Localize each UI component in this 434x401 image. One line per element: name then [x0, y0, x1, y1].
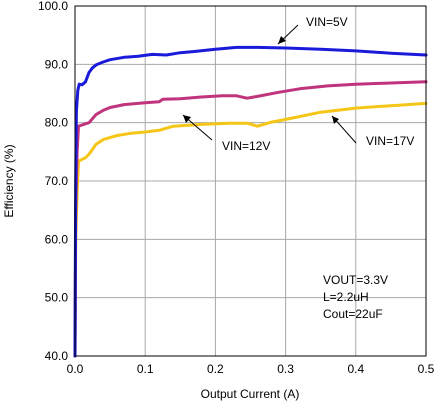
y-tick-label: 90.0: [45, 57, 69, 71]
x-tick-label: 0.5: [418, 362, 434, 376]
condition-vout: VOUT=3.3V: [323, 273, 388, 287]
series-line-vin-12v: [73, 80, 428, 358]
y-tick-label: 60.0: [45, 232, 69, 246]
vin17-label: VIN=17V: [366, 134, 414, 148]
y-tick-label: 70.0: [45, 174, 69, 188]
condition-cout: Cout=22uF: [323, 307, 383, 321]
y-tick-label: 50.0: [45, 291, 69, 305]
plot-frame: [74, 5, 427, 357]
condition-inductor: L=2.2uH: [323, 290, 369, 304]
conditions-box: VOUT=3.3V L=2.2uH Cout=22uF: [323, 273, 388, 321]
annotation-vin5: VIN=5V: [277, 15, 348, 45]
annotation-vin17: VIN=17V: [331, 115, 414, 148]
series-line-vin-5v: [73, 45, 428, 358]
x-tick-label: 0.4: [347, 362, 364, 376]
vin5-label: VIN=5V: [306, 15, 348, 29]
annotation-vin12: VIN=12V: [182, 114, 270, 153]
x-tick-label: 0.0: [67, 362, 84, 376]
x-axis-label: Output Current (A): [201, 387, 300, 401]
x-tick-labels: 0.0 0.1 0.2 0.3 0.4 0.5: [67, 362, 434, 376]
vin12-label: VIN=12V: [222, 139, 270, 153]
vin12-arrowhead: [183, 115, 191, 123]
series-line-vin-17v: [73, 101, 428, 358]
y-axis-label: Efficiency (%): [2, 144, 16, 217]
x-tick-label: 0.2: [207, 362, 224, 376]
vin17-arrowhead: [332, 116, 339, 124]
y-tick-label: 40.0: [45, 349, 69, 363]
y-tick-label: 100.0: [38, 0, 68, 13]
vin5-arrowhead: [278, 36, 286, 44]
x-tick-label: 0.1: [137, 362, 154, 376]
y-tick-labels: 40.0 50.0 60.0 70.0 80.0 90.0 100.0: [38, 0, 68, 363]
x-tick-label: 0.3: [277, 362, 294, 376]
grid: [75, 6, 426, 356]
y-tick-label: 80.0: [45, 116, 69, 130]
series-layer: [73, 45, 428, 358]
